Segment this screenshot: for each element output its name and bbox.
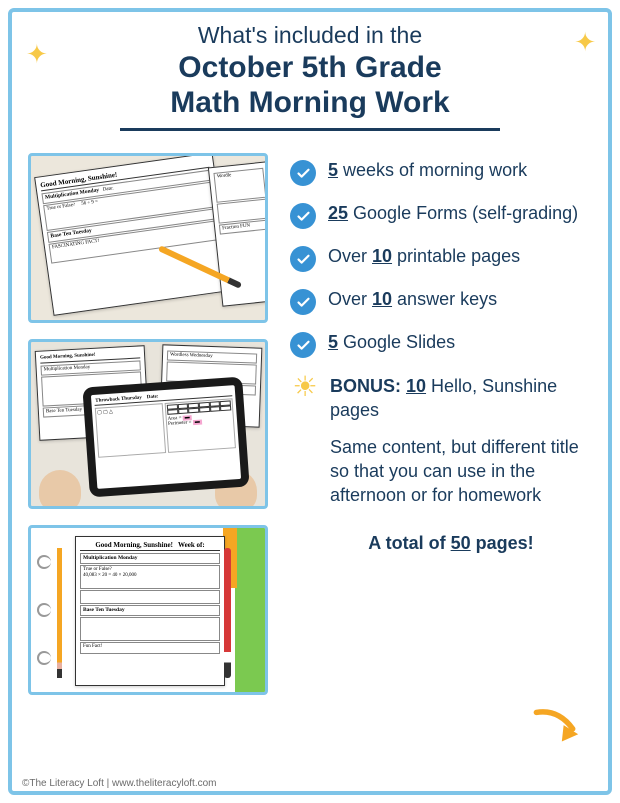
title-underline xyxy=(120,128,500,131)
preview-image-tablet: Good Morning, Sunshine! Multiplication M… xyxy=(28,339,268,509)
preview-image-binder: Good Morning, Sunshine! Week of: Multipl… xyxy=(28,525,268,695)
pen-icon xyxy=(224,548,231,678)
binder-tab-green xyxy=(235,528,265,692)
title-line-1: October 5th Grade xyxy=(178,51,441,84)
binder-rings xyxy=(37,538,53,682)
tablet-mock: Throwback Thursday Date: ▢ ▢ △ Area = ▬ … xyxy=(82,377,249,498)
title-line-2: Math Morning Work xyxy=(170,86,449,119)
preview-image-worksheets: Good Morning, Sunshine! Multiplication M… xyxy=(28,153,268,323)
arrow-icon xyxy=(532,707,588,747)
image-column: Good Morning, Sunshine! Multiplication M… xyxy=(28,153,268,695)
header-title: October 5th Grade Math Morning Work xyxy=(40,51,580,120)
hand-left xyxy=(39,470,81,509)
pencil-icon xyxy=(57,548,62,678)
header-subtitle: What's included in the xyxy=(40,22,580,49)
footer-credit: ©The Literacy Loft | www.theliteracyloft… xyxy=(22,778,216,789)
header: What's included in the October 5th Grade… xyxy=(0,0,620,143)
